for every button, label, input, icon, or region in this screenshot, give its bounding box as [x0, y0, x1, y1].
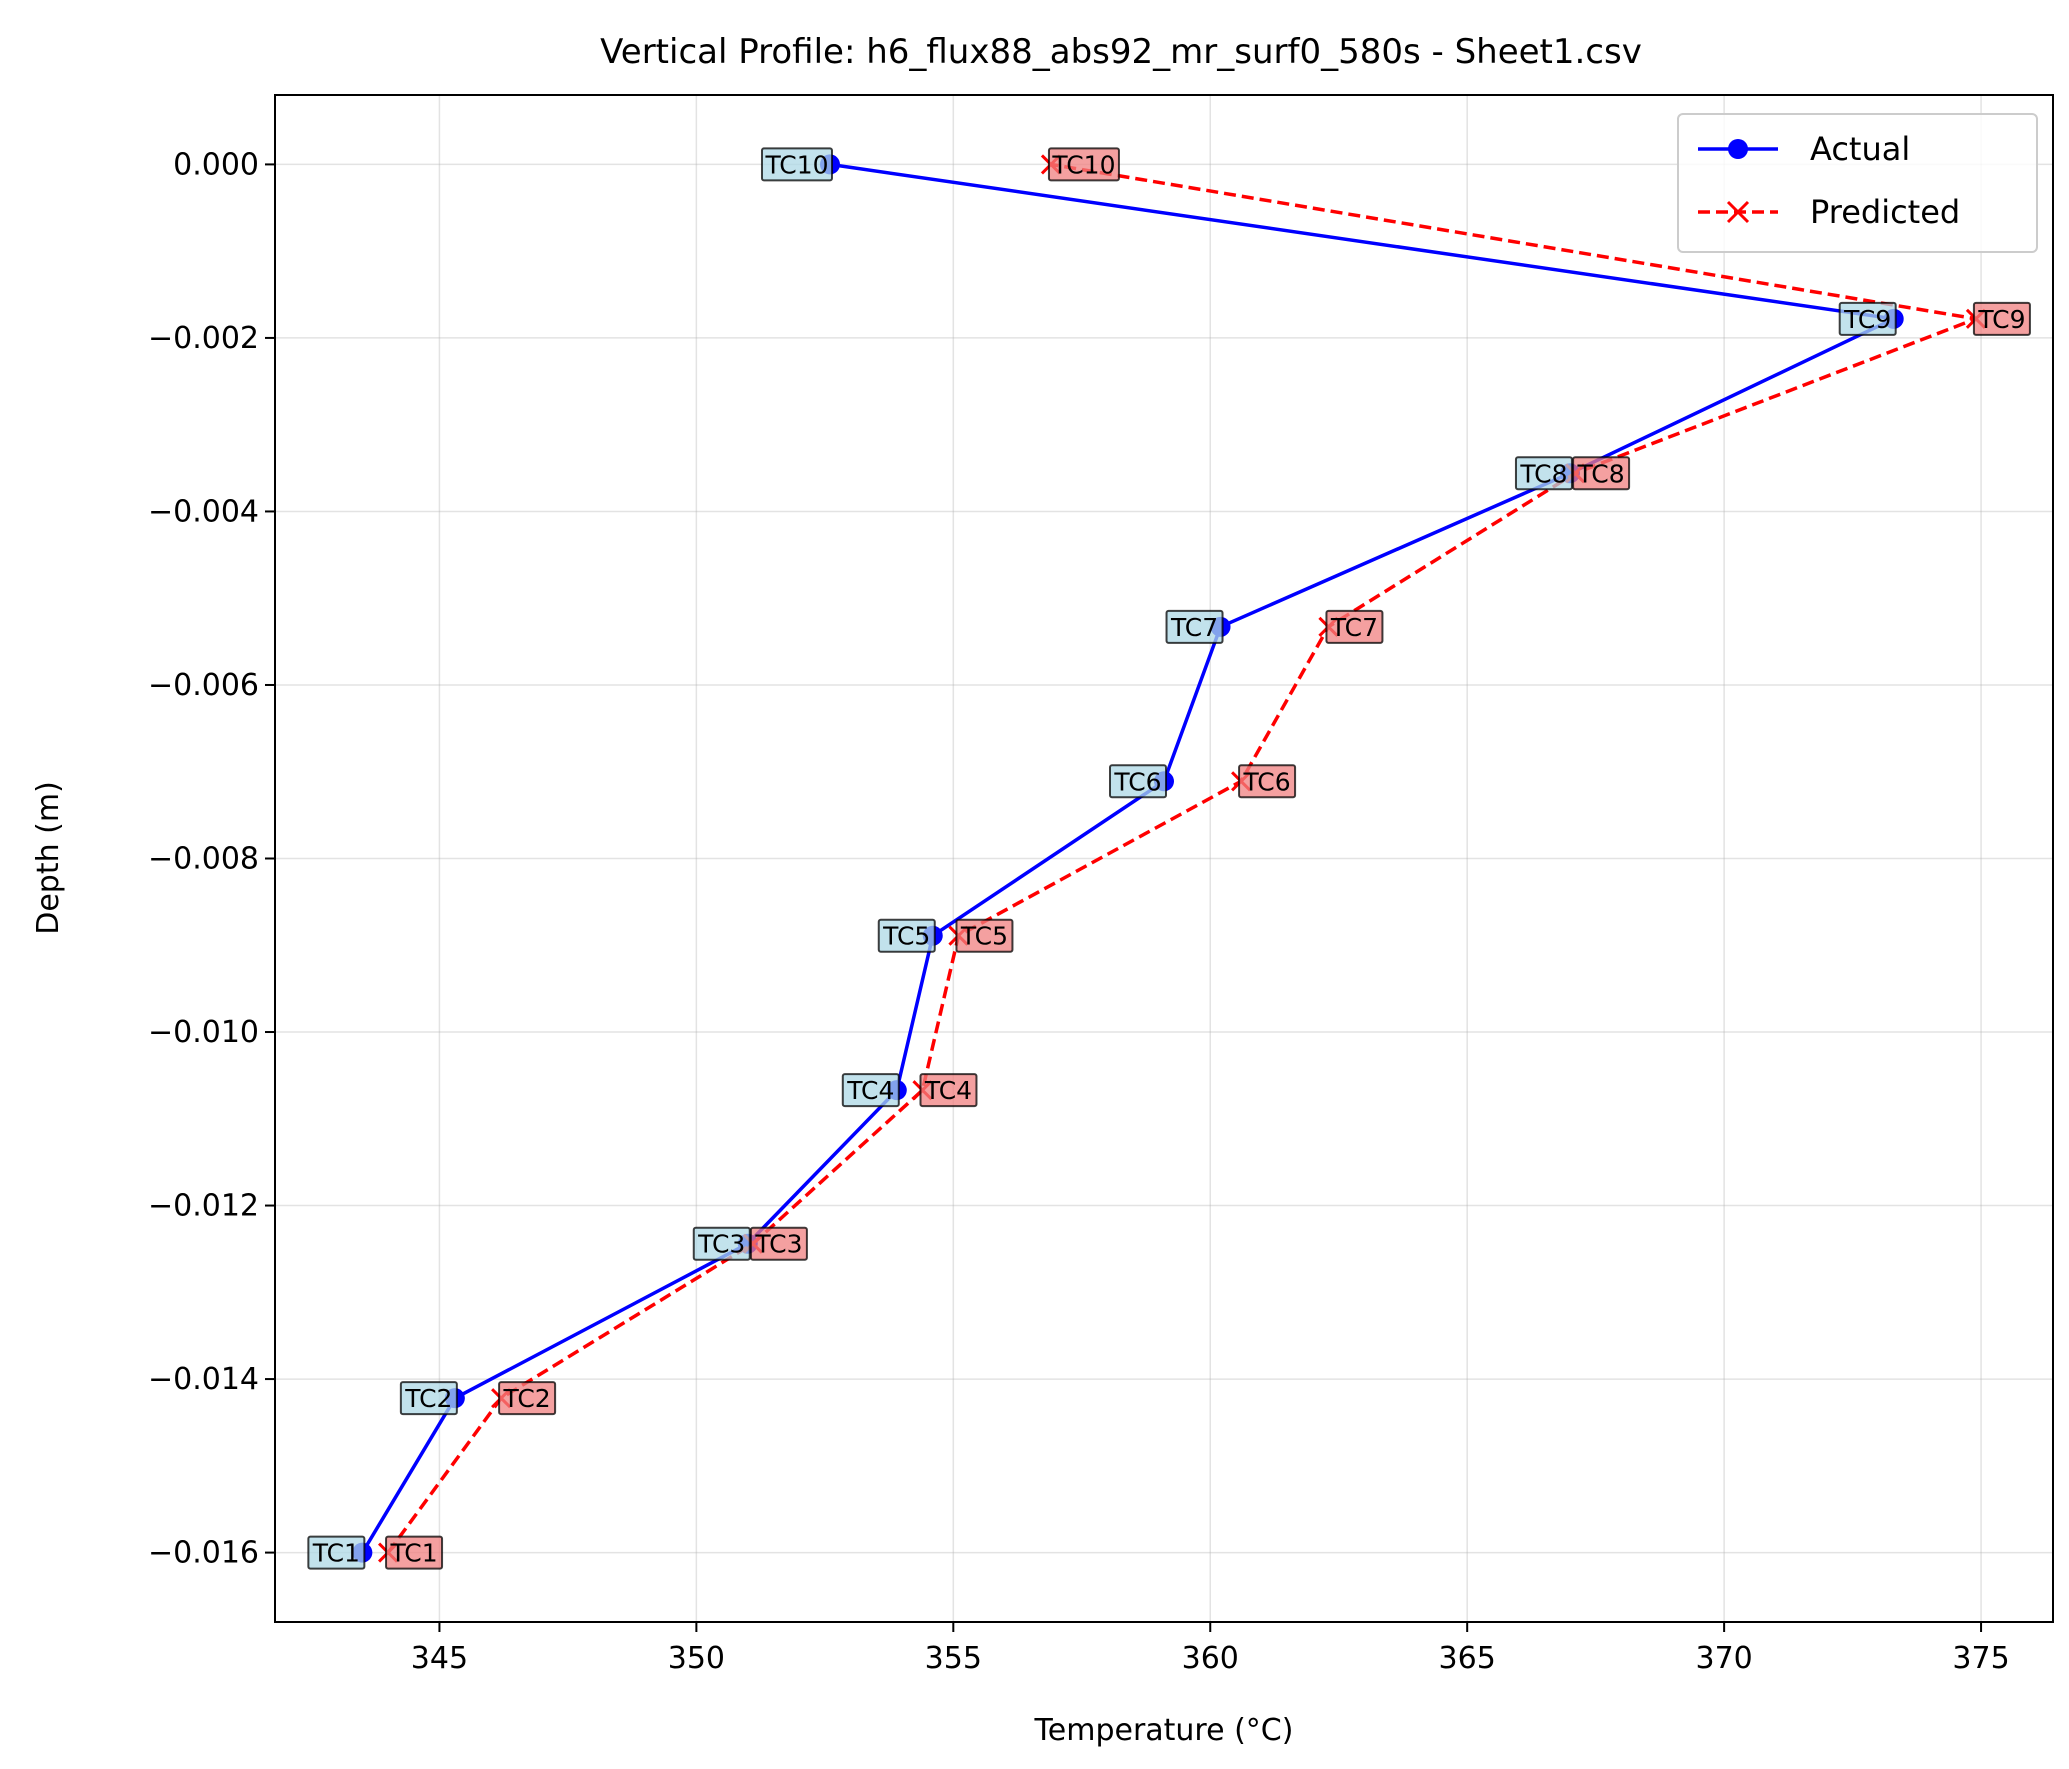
predicted-point-label: TC1 [385, 1535, 444, 1570]
predicted-point-label-box [498, 1381, 557, 1416]
x-tick-label: 360 [1182, 1641, 1239, 1676]
predicted-point-label-box [1972, 301, 2031, 336]
y-tick-label: 0.000 [173, 147, 259, 182]
actual-point-label-text: TC8 [1519, 459, 1567, 488]
predicted-point-label: TC8 [1572, 456, 1631, 491]
predicted-point-label-box [1047, 147, 1120, 182]
legend-actual-label: Actual [1810, 130, 1910, 168]
predicted-point-label-text: TC6 [1242, 767, 1290, 796]
actual-point-label: TC2 [399, 1381, 458, 1416]
x-tick-label: 355 [925, 1641, 982, 1676]
predicted-point-label-box [385, 1535, 444, 1570]
predicted-point-label-text: TC10 [1051, 150, 1115, 179]
predicted-point-label-box [919, 1073, 978, 1108]
actual-point-label-text: TC9 [1843, 305, 1891, 334]
actual-point-label: TC5 [877, 918, 936, 953]
x-tick-label: 375 [1952, 1641, 2009, 1676]
actual-point-label-box [1109, 764, 1167, 799]
predicted-point-label-text: TC5 [960, 922, 1008, 951]
y-tick-label: −0.012 [148, 1189, 259, 1224]
actual-point-label-text: TC5 [882, 922, 930, 951]
predicted-point-label-text: TC7 [1330, 613, 1378, 642]
predicted-point-label-text: TC8 [1577, 459, 1625, 488]
predicted-point-label: TC2 [498, 1381, 557, 1416]
legend-actual-marker [1728, 139, 1748, 159]
predicted-series-line [386, 162, 1978, 1554]
legend-predicted-label: Predicted [1810, 193, 1960, 231]
predicted-point-label-box [955, 918, 1014, 953]
actual-point-label: TC10 [760, 147, 833, 182]
predicted-point-label: TC3 [749, 1226, 808, 1261]
predicted-point-label: TC5 [955, 918, 1014, 953]
predicted-point-label-text: TC4 [924, 1076, 972, 1105]
predicted-point-label: TC7 [1325, 609, 1384, 644]
predicted-point-label-text: TC9 [1977, 305, 2025, 334]
y-tick-label: −0.006 [148, 668, 259, 703]
predicted-point-label: TC6 [1238, 764, 1297, 799]
actual-point-label-box [307, 1535, 366, 1570]
predicted-point-label-box [1572, 456, 1631, 491]
actual-point-label-text: TC3 [697, 1230, 745, 1259]
predicted-point-label-box [1325, 609, 1384, 644]
predicted-point-label-box [1238, 764, 1297, 799]
actual-point-label-box [760, 147, 833, 182]
actual-point-label-box [692, 1226, 751, 1261]
y-tick-label: −0.008 [148, 842, 259, 877]
legend: Actual Predicted [1677, 113, 2038, 253]
x-tick-label: 370 [1695, 1641, 1752, 1676]
y-tick-label: −0.010 [148, 1015, 259, 1050]
grid [275, 95, 2053, 1622]
actual-point-label-text: TC4 [846, 1076, 894, 1105]
actual-point-label-box [877, 918, 936, 953]
predicted-point-label-box [749, 1226, 808, 1261]
actual-point-label-text: TC7 [1170, 613, 1218, 642]
actual-point-label-text: TC2 [404, 1384, 452, 1413]
actual-point-label: TC8 [1514, 456, 1573, 491]
chart-title: Vertical Profile: h6_flux88_abs92_mr_sur… [600, 32, 1642, 72]
actual-point-label: TC4 [841, 1073, 900, 1108]
actual-point-label-box [1165, 609, 1224, 644]
predicted-point-label-text: TC2 [503, 1384, 551, 1413]
predicted-point-label: TC9 [1972, 301, 2031, 336]
actual-point-label-text: TC1 [312, 1539, 360, 1568]
actual-point-label: TC7 [1165, 609, 1224, 644]
y-tick-label: −0.014 [148, 1362, 259, 1397]
actual-point-label-box [399, 1381, 458, 1416]
x-tick-label: 350 [668, 1641, 725, 1676]
actual-point-label-text: TC10 [764, 150, 828, 179]
actual-point-label: TC9 [1838, 301, 1897, 336]
point-labels: TC1 TC2 TC3 TC4 TC5 TC6 TC7 TC8 TC9 TC10 TC1 TC2 TC3… [307, 147, 2031, 1570]
y-tick-label: −0.002 [148, 321, 259, 356]
axes: 345 350 355 360 365 370 375 0.000 −0.002 −0.004 −0… [148, 147, 2010, 1676]
actual-point-label: TC3 [692, 1226, 751, 1261]
predicted-point-label: TC4 [919, 1073, 978, 1108]
predicted-point-label-text: TC3 [754, 1230, 802, 1259]
actual-point-label: TC6 [1109, 764, 1167, 799]
actual-point-label-box [1514, 456, 1573, 491]
actual-point-label: TC1 [307, 1535, 366, 1570]
x-tick-label: 365 [1439, 1641, 1496, 1676]
x-tick-label: 345 [411, 1641, 468, 1676]
actual-point-label-text: TC6 [1113, 767, 1161, 796]
legend-predicted-marker [1726, 200, 1750, 224]
predicted-point-label-text: TC1 [389, 1539, 437, 1568]
predicted-point-label: TC10 [1047, 147, 1120, 182]
x-axis-label: Temperature (°C) [1034, 1713, 1294, 1748]
actual-series-line [360, 162, 1896, 1554]
actual-point-label-box [841, 1073, 900, 1108]
actual-point-label-box [1838, 301, 1897, 336]
y-tick-label: −0.016 [148, 1536, 259, 1571]
y-axis-label: Depth (m) [31, 781, 66, 935]
y-tick-label: −0.004 [148, 494, 259, 529]
